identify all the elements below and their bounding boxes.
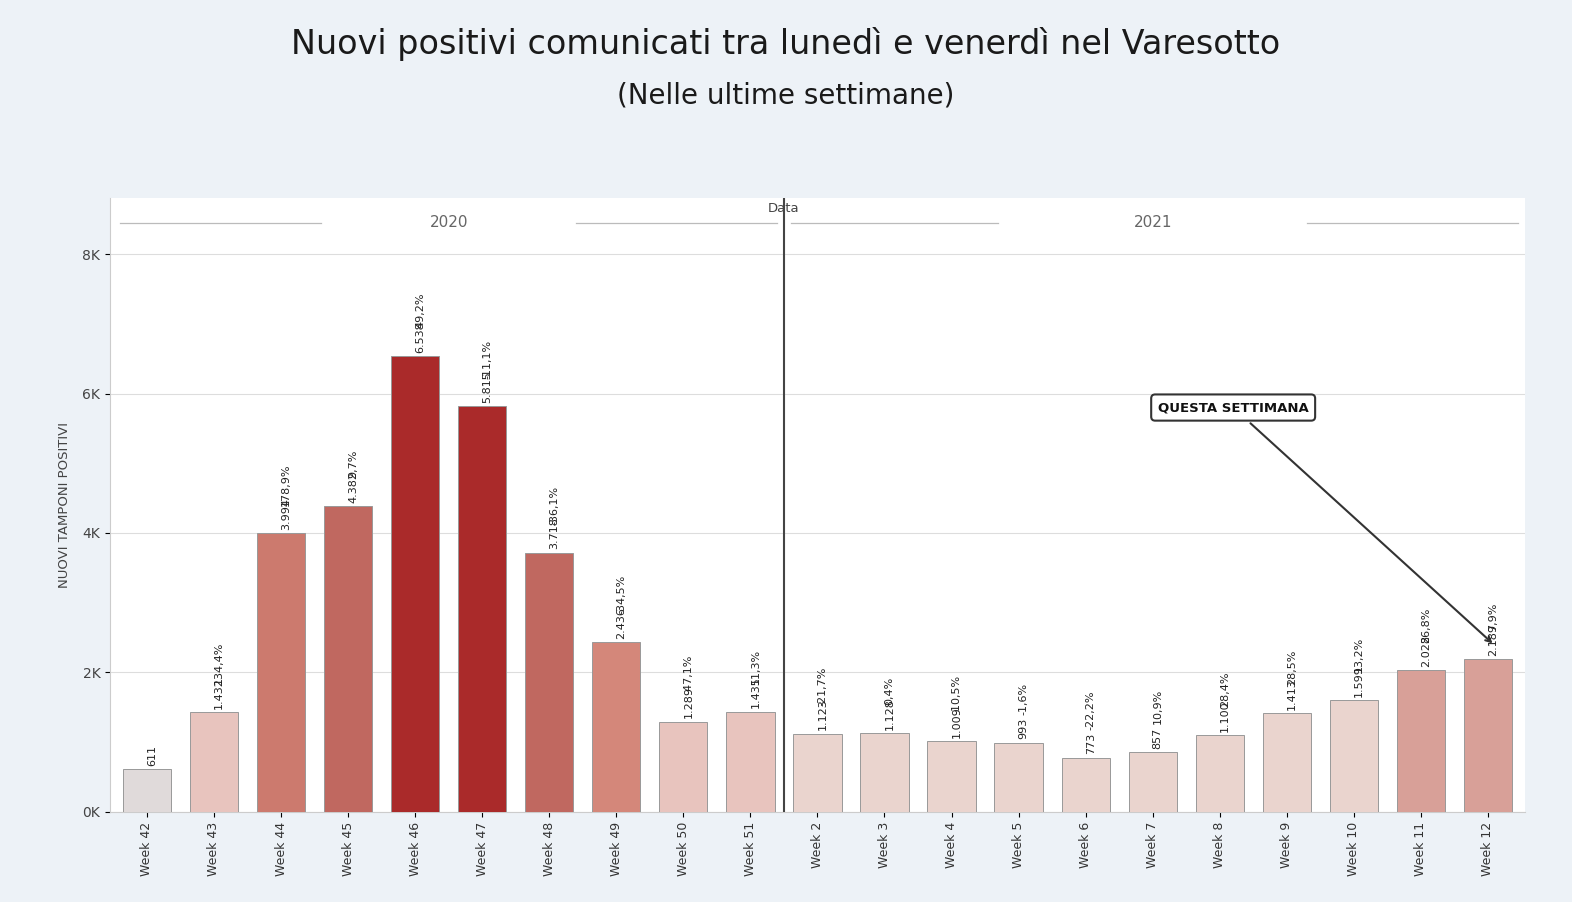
Text: 1.435: 1.435 bbox=[750, 676, 761, 708]
Text: 857: 857 bbox=[1152, 727, 1163, 749]
Text: 10,9%: 10,9% bbox=[1152, 689, 1163, 724]
Text: 2021: 2021 bbox=[1133, 216, 1173, 231]
Bar bbox=[1129, 752, 1177, 812]
Text: 9,7%: 9,7% bbox=[347, 450, 358, 478]
Text: 11,3%: 11,3% bbox=[750, 649, 761, 684]
Text: Data: Data bbox=[769, 201, 800, 215]
Text: 1.599: 1.599 bbox=[1353, 665, 1364, 697]
Bar bbox=[1398, 670, 1445, 812]
Y-axis label: NUOVI TAMPONI POSITIVI: NUOVI TAMPONI POSITIVI bbox=[58, 422, 71, 588]
Text: 993: 993 bbox=[1019, 718, 1028, 739]
Bar bbox=[391, 356, 439, 812]
Text: -36,1%: -36,1% bbox=[549, 485, 560, 525]
Text: 3.718: 3.718 bbox=[549, 517, 560, 549]
Text: 3.994: 3.994 bbox=[281, 498, 291, 530]
Text: -1,6%: -1,6% bbox=[1019, 683, 1028, 714]
Bar bbox=[794, 733, 841, 812]
Text: 5.815: 5.815 bbox=[483, 372, 492, 403]
Bar bbox=[593, 642, 640, 812]
Text: -47,1%: -47,1% bbox=[684, 655, 693, 694]
Text: -21,7%: -21,7% bbox=[817, 667, 827, 705]
Bar bbox=[860, 733, 909, 812]
Text: 773: 773 bbox=[1086, 733, 1096, 754]
Text: 134,4%: 134,4% bbox=[214, 641, 223, 684]
Bar bbox=[123, 769, 171, 812]
Text: Nuovi positivi comunicati tra lunedì e venerdì nel Varesotto: Nuovi positivi comunicati tra lunedì e v… bbox=[291, 27, 1281, 61]
Text: 1.123: 1.123 bbox=[817, 698, 827, 730]
Text: 6.538: 6.538 bbox=[415, 321, 424, 353]
Text: 2020: 2020 bbox=[429, 216, 468, 231]
Text: 1.432: 1.432 bbox=[214, 676, 223, 708]
Text: 1.413: 1.413 bbox=[1287, 678, 1297, 710]
Text: 611: 611 bbox=[146, 745, 157, 766]
Bar bbox=[1330, 700, 1379, 812]
Text: 2.189: 2.189 bbox=[1489, 624, 1498, 656]
Text: 28,5%: 28,5% bbox=[1287, 650, 1297, 686]
Bar bbox=[927, 741, 976, 812]
Bar bbox=[1464, 659, 1512, 812]
Bar bbox=[256, 533, 305, 812]
Text: 2.028: 2.028 bbox=[1421, 635, 1431, 667]
Text: 2.436: 2.436 bbox=[616, 607, 626, 639]
Text: 1.009: 1.009 bbox=[951, 706, 962, 738]
Bar bbox=[324, 506, 373, 812]
Bar bbox=[190, 712, 237, 812]
Text: 0,4%: 0,4% bbox=[885, 677, 894, 705]
Bar bbox=[1196, 735, 1243, 812]
Bar bbox=[995, 742, 1042, 812]
Text: 13,2%: 13,2% bbox=[1353, 637, 1364, 673]
Text: -11,1%: -11,1% bbox=[483, 339, 492, 379]
Bar bbox=[1262, 713, 1311, 812]
Bar bbox=[457, 407, 506, 812]
Bar bbox=[726, 712, 775, 812]
Text: QUESTA SETTIMANA: QUESTA SETTIMANA bbox=[1159, 401, 1490, 642]
Text: 4.382: 4.382 bbox=[347, 471, 358, 503]
Text: -10,5%: -10,5% bbox=[951, 675, 962, 713]
Text: -22,2%: -22,2% bbox=[1086, 691, 1096, 730]
Text: (Nelle ultime settimane): (Nelle ultime settimane) bbox=[618, 81, 954, 109]
Bar bbox=[525, 553, 574, 812]
Text: 178,9%: 178,9% bbox=[281, 463, 291, 505]
Text: 1.128: 1.128 bbox=[885, 698, 894, 730]
Text: -34,5%: -34,5% bbox=[616, 575, 626, 614]
Text: 28,4%: 28,4% bbox=[1220, 672, 1229, 707]
Bar bbox=[1061, 758, 1110, 812]
Text: 49,2%: 49,2% bbox=[415, 293, 424, 328]
Text: 1.289: 1.289 bbox=[684, 686, 693, 719]
Bar bbox=[659, 722, 707, 812]
Text: 7,9%: 7,9% bbox=[1489, 603, 1498, 631]
Text: 26,8%: 26,8% bbox=[1421, 607, 1431, 642]
Text: 1.100: 1.100 bbox=[1220, 700, 1229, 732]
